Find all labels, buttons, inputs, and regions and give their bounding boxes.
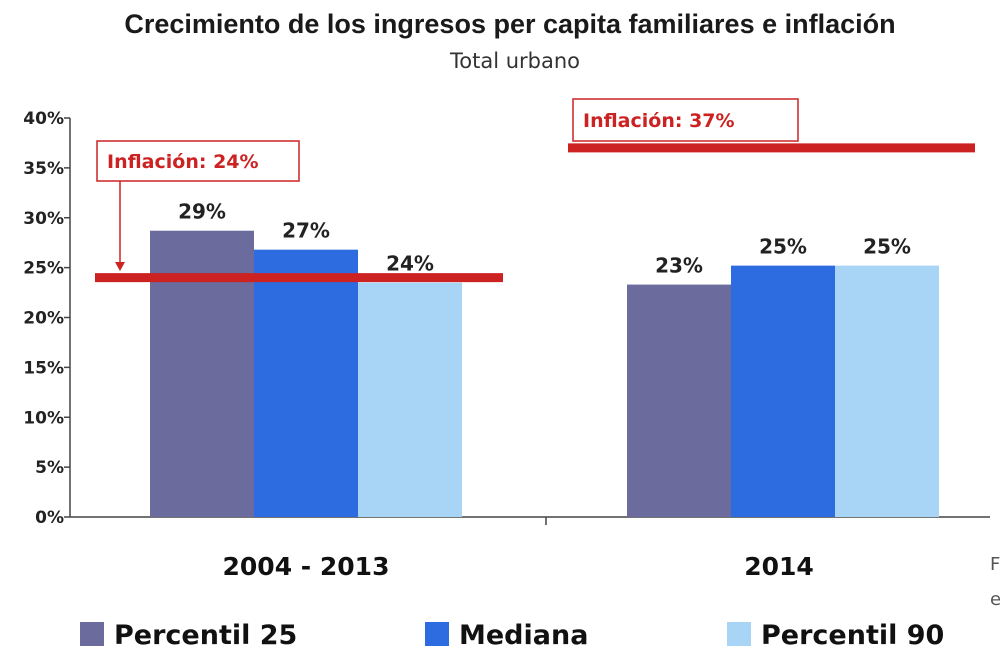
- legend-label: Percentil 25: [114, 620, 297, 651]
- data-label: 27%: [282, 219, 330, 243]
- legend-swatch: [727, 622, 751, 646]
- category-label: 2004 - 2013: [223, 552, 390, 581]
- chart-subtitle: Total urbano: [449, 49, 580, 73]
- inflation-arrow-head: [115, 262, 125, 271]
- data-label: 25%: [759, 235, 807, 259]
- data-label: 24%: [386, 252, 434, 276]
- y-tick-label: 10%: [23, 408, 64, 428]
- inflation-label: Inflación: 24%: [107, 151, 259, 173]
- data-label: 23%: [655, 254, 703, 278]
- chart-title: Crecimiento de los ingresos per capita f…: [124, 9, 895, 39]
- category-labels: 2004 - 2013 2014: [223, 552, 814, 581]
- bar: [835, 265, 939, 517]
- y-tick-label: 20%: [23, 309, 64, 329]
- y-tick-label: 0%: [35, 508, 64, 528]
- inflation-group: Inflación: 24% Inflación: 37%: [95, 98, 975, 283]
- source-fragment-1: F: [990, 554, 1000, 575]
- y-tick-label: 15%: [23, 358, 64, 378]
- data-label: 29%: [178, 200, 226, 224]
- source-fragment-2: e: [990, 589, 1000, 610]
- y-tick-label: 40%: [23, 109, 64, 129]
- legend-label: Mediana: [459, 620, 588, 651]
- y-tick-label: 25%: [23, 259, 64, 279]
- bar: [254, 249, 358, 518]
- inflation-box: [572, 98, 799, 142]
- legend-swatch: [80, 622, 104, 646]
- bars-group: 29% 27% 24% 23% 25% 25%: [150, 200, 939, 518]
- y-tick-label: 5%: [35, 458, 64, 478]
- bar: [358, 282, 462, 517]
- y-tick-label: 30%: [23, 209, 64, 229]
- legend: Percentil 25 Mediana Percentil 90: [80, 620, 944, 651]
- legend-label: Percentil 90: [761, 620, 944, 651]
- inflation-label: Inflación: 37%: [583, 110, 735, 132]
- category-label: 2014: [744, 552, 814, 581]
- legend-swatch: [425, 622, 449, 646]
- bar: [627, 284, 731, 517]
- inflation-box: [96, 140, 300, 182]
- data-label: 25%: [863, 235, 911, 259]
- y-tick-label: 35%: [23, 159, 64, 179]
- bar: [731, 265, 835, 517]
